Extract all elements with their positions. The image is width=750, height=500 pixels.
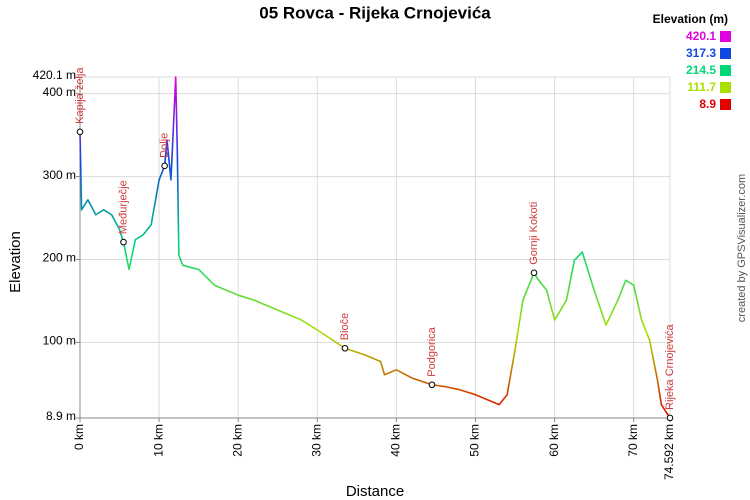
- waypoint-marker: [76, 128, 84, 136]
- y-tick-label: 100 m: [43, 334, 76, 348]
- y-tick-label: 400 m: [43, 85, 76, 99]
- waypoint-marker: [428, 381, 436, 389]
- legend-swatch: [720, 31, 731, 42]
- waypoint-label: Podgorica: [426, 326, 438, 376]
- legend-value: 214.5: [686, 63, 716, 77]
- x-tick-label: 30 km: [309, 424, 323, 457]
- legend-value: 111.7: [687, 80, 716, 94]
- waypoint-marker: [120, 238, 127, 246]
- x-tick-label: 50 km: [468, 424, 482, 457]
- legend-value: 8.9: [699, 97, 716, 111]
- y-tick-label: 420.1 m: [33, 68, 76, 82]
- waypoint-label: Kapija želja: [74, 67, 86, 124]
- waypoint-label: Dolje: [159, 133, 171, 158]
- waypoint-label: Rijeka Crnojevića: [664, 323, 676, 409]
- legend-swatch: [720, 65, 731, 76]
- legend-swatch: [720, 82, 731, 93]
- waypoint-marker: [161, 162, 168, 170]
- y-tick-label: 300 m: [43, 168, 76, 182]
- waypoint-marker: [341, 344, 349, 352]
- chart-title: 05 Rovca - Rijeka Crnojevića: [259, 3, 491, 22]
- credit: created by GPSVisualizer.com: [736, 174, 748, 322]
- legend-title: Elevation (m): [653, 12, 728, 26]
- legend-swatch: [720, 99, 731, 110]
- x-tick-label: 60 km: [547, 424, 561, 457]
- legend-value: 420.1: [686, 29, 716, 43]
- x-axis-label: Distance: [346, 483, 404, 500]
- y-tick-label: 8.9 m: [46, 409, 76, 423]
- x-tick-label: 40 km: [389, 424, 403, 457]
- y-axis-label: Elevation: [7, 231, 24, 293]
- x-tick-label: 74.592 km: [662, 424, 676, 480]
- waypoint-marker: [666, 414, 674, 422]
- elevation-line: [79, 76, 671, 419]
- x-tick-label: 20 km: [230, 424, 244, 457]
- waypoint-label: Gornji Kokoti: [528, 202, 540, 265]
- y-tick-label: 200 m: [43, 251, 76, 265]
- waypoint-label: Bioče: [339, 313, 351, 341]
- legend-swatch: [720, 48, 731, 59]
- x-tick-label: 0 km: [72, 424, 86, 450]
- waypoint-marker: [530, 269, 538, 277]
- x-tick-label: 70 km: [626, 424, 640, 457]
- waypoint-label: Međurječje: [117, 180, 129, 234]
- legend-value: 317.3: [686, 46, 716, 60]
- x-tick-label: 10 km: [151, 424, 165, 457]
